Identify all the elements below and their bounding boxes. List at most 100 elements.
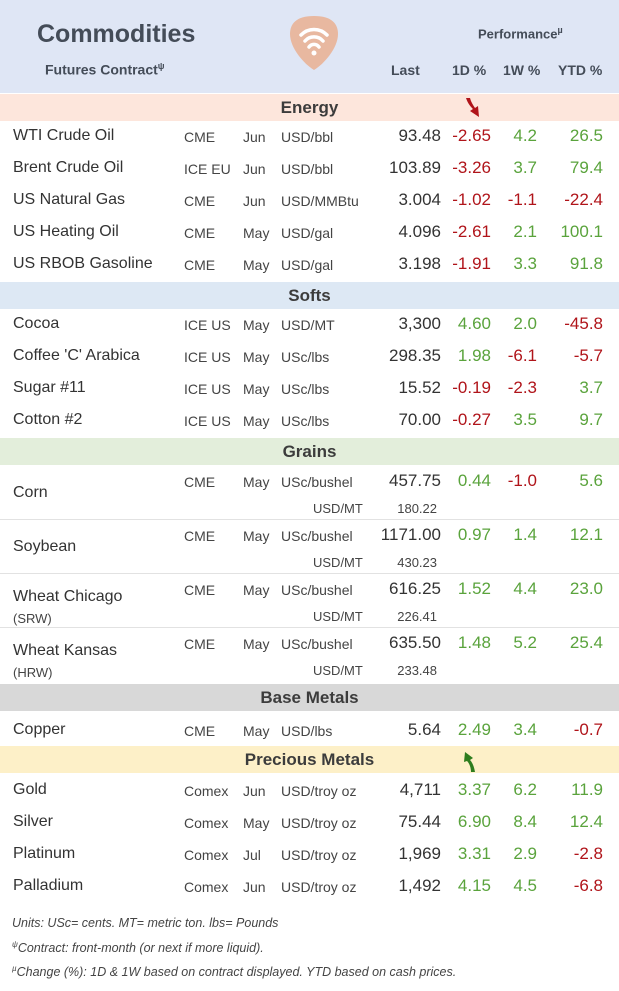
exchange: CME	[184, 528, 216, 544]
commodity-name: Sugar #11	[13, 379, 86, 396]
commodity-name: Wheat Kansas	[13, 642, 118, 659]
change-ytd: -6.8	[573, 876, 603, 895]
commodity-subname: (HRW)	[13, 665, 53, 680]
exchange: CME	[184, 129, 216, 145]
change-ytd: -22.4	[564, 190, 603, 209]
table-row: Cotton #2 ICE US May USc/lbs 70.00 -0.27 3.5 9.…	[0, 405, 619, 437]
table-row: US Natural Gas CME Jun USD/MMBtu 3.004 -1.02-…	[0, 185, 619, 217]
unit: USD/troy oz	[281, 815, 357, 831]
commodity-name: US Natural Gas	[13, 191, 126, 208]
change-1w: -1.1	[507, 190, 537, 209]
last-price: 3,300	[398, 314, 441, 333]
unit-metric: USD/MT	[313, 501, 363, 516]
unit-metric: USD/MT	[313, 609, 363, 624]
contract-month: May	[243, 225, 270, 241]
change-1w: -2.3	[507, 378, 537, 397]
change-1d: 0.97	[457, 525, 491, 544]
unit: USD/troy oz	[281, 879, 357, 895]
performance-text: Performance	[478, 26, 558, 42]
change-1d: 1.48	[457, 633, 491, 652]
exchange: CME	[184, 257, 216, 273]
change-ytd: 23.0	[569, 579, 603, 598]
table-row: Copper CME May USD/lbs 5.64 2.49 3.4 -0.7	[0, 715, 619, 747]
commodity-name: US RBOB Gasoline	[13, 255, 153, 272]
table-row: Brent Crude Oil ICE EU Jun USD/bbl 103.89 -3.…	[0, 153, 619, 185]
unit: USD/MMBtu	[281, 193, 359, 209]
section-base-metals: Base Metals	[0, 684, 619, 711]
contract-month: May	[243, 582, 270, 598]
change-1d: 3.31	[457, 844, 491, 863]
unit: USD/MT	[281, 317, 335, 333]
change-1w: 3.3	[513, 254, 537, 273]
change-1w: 2.9	[513, 844, 537, 863]
commodity-name: Cocoa	[13, 315, 60, 332]
change-ytd: 5.6	[579, 471, 603, 490]
change-ytd: -45.8	[564, 314, 603, 333]
unit: USD/gal	[281, 225, 334, 241]
table-row: Palladium Comex Jun USD/troy oz 1,492 4.15 4.5…	[0, 871, 619, 903]
change-ytd: 26.5	[569, 126, 603, 145]
section-energy: Energy	[0, 94, 619, 121]
performance-label: Performanceµ	[478, 25, 563, 41]
contract-month: May	[243, 528, 270, 544]
last-price-metric: 430.23	[397, 555, 437, 570]
unit: USc/bushel	[281, 582, 353, 598]
change-1d: 2.49	[457, 720, 491, 739]
contract-month: May	[243, 257, 270, 273]
last-price: 616.25	[389, 579, 441, 598]
contract-month: Jun	[243, 879, 266, 895]
last-price: 103.89	[389, 158, 441, 177]
change-1w: 1.4	[513, 525, 537, 544]
commodity-subname: (SRW)	[13, 611, 52, 626]
last-price: 1171.00	[380, 525, 441, 544]
contract-footnote: ψContract: front-month (or next if more …	[12, 940, 264, 955]
last-price: 635.50	[389, 633, 441, 652]
commodity-name: Cotton #2	[13, 411, 83, 428]
change-1d: 1.98	[457, 346, 491, 365]
mu-footnote-mark: µ	[12, 964, 17, 973]
contract-month: Jun	[243, 129, 266, 145]
change-1w: 4.2	[513, 126, 537, 145]
section-softs: Softs	[0, 282, 619, 309]
change-footnote-text: Change (%): 1D & 1W based on contract di…	[16, 965, 457, 980]
commodity-name: Soybean	[13, 538, 77, 555]
section-grains: Grains	[0, 438, 619, 465]
exchange: Comex	[184, 815, 229, 831]
unit: USc/bushel	[281, 636, 353, 652]
unit-metric: USD/MT	[313, 555, 363, 570]
change-1d: -0.27	[452, 410, 491, 429]
table-row: Sugar #11 ICE US May USc/lbs 15.52 -0.19 -2.3 3…	[0, 373, 619, 405]
commodity-name: WTI Crude Oil	[13, 127, 115, 144]
last-price: 15.52	[398, 378, 441, 397]
table-row: Wheat Chicago (SRW) CME May USc/bushel 616.25…	[0, 574, 619, 628]
contract-month: Jun	[243, 783, 266, 799]
exchange: CME	[184, 636, 216, 652]
unit: USc/bushel	[281, 474, 353, 490]
last-price: 3.004	[398, 190, 441, 209]
commodity-name: Wheat Chicago	[13, 588, 123, 605]
change-1d: 3.37	[457, 780, 491, 799]
contract-month: May	[243, 636, 270, 652]
change-1d: 1.52	[457, 579, 491, 598]
contract-month: May	[243, 815, 270, 831]
table-row: Silver Comex May USD/troy oz 75.44 6.90 8.4 12.…	[0, 807, 619, 839]
change-ytd: 100.1	[560, 222, 603, 241]
change-1d: 4.60	[457, 314, 491, 333]
col-1w-header: 1W %	[503, 62, 541, 78]
contract-month: Jun	[243, 161, 266, 177]
col-last-header: Last	[391, 62, 420, 78]
last-price: 1,492	[398, 876, 441, 895]
unit: USD/troy oz	[281, 847, 357, 863]
change-1w: 4.5	[513, 876, 537, 895]
change-ytd: 11.9	[571, 780, 603, 799]
change-1w: 2.1	[513, 222, 537, 241]
last-price-metric: 226.41	[397, 609, 437, 624]
last-price: 3.198	[398, 254, 441, 273]
contract-month: May	[243, 413, 270, 429]
up-arrow-icon	[464, 752, 475, 772]
table-row: US Heating Oil CME May USD/gal 4.096 -2.61 2.1…	[0, 217, 619, 249]
unit: USD/lbs	[281, 723, 333, 739]
last-price: 70.00	[398, 410, 441, 429]
unit: USc/lbs	[281, 381, 330, 397]
exchange: CME	[184, 225, 216, 241]
